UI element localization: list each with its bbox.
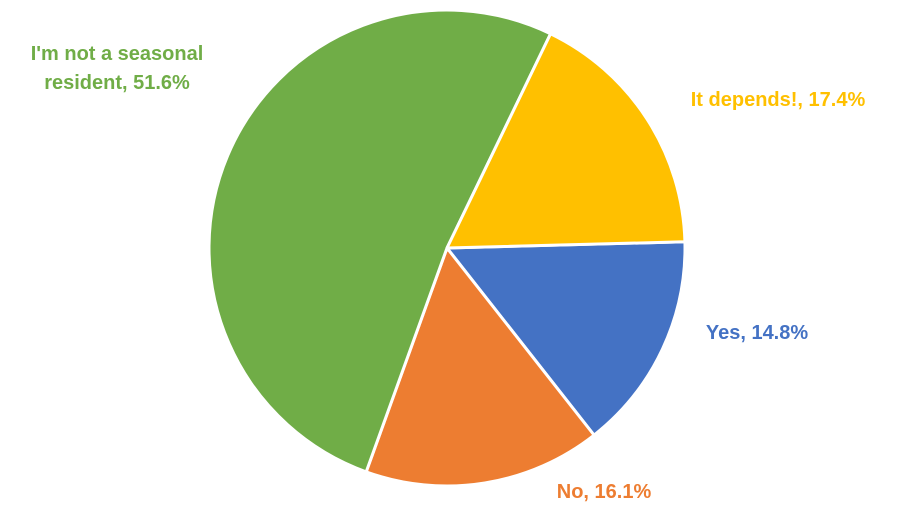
data-label-line: No, 16.1% xyxy=(557,481,652,503)
data-label-line: It depends!, 17.4% xyxy=(691,89,866,111)
data-label-line: I'm not a seasonal xyxy=(31,43,204,65)
pie-data-labels: Yes, 14.8% No, 16.1% I'm not a seasonal res… xyxy=(31,43,866,503)
pie-slice-no xyxy=(364,246,596,488)
data-label-i-m-not-a-seasonal-resident: I'm not a seasonal resident, 51.6% xyxy=(31,43,204,94)
data-label-no: No, 16.1% xyxy=(557,481,652,503)
pie-slice-it-depends xyxy=(445,32,687,250)
data-label-yes: Yes, 14.8% xyxy=(706,322,809,344)
data-label-line: resident, 51.6% xyxy=(44,72,190,94)
pie-slice-i-m-not-a-seasonal-resident xyxy=(207,8,553,474)
pie-slice-yes xyxy=(445,240,687,437)
data-label-it-depends: It depends!, 17.4% xyxy=(691,89,866,111)
data-label-line: Yes, 14.8% xyxy=(706,322,809,344)
pie-slices xyxy=(207,8,687,488)
